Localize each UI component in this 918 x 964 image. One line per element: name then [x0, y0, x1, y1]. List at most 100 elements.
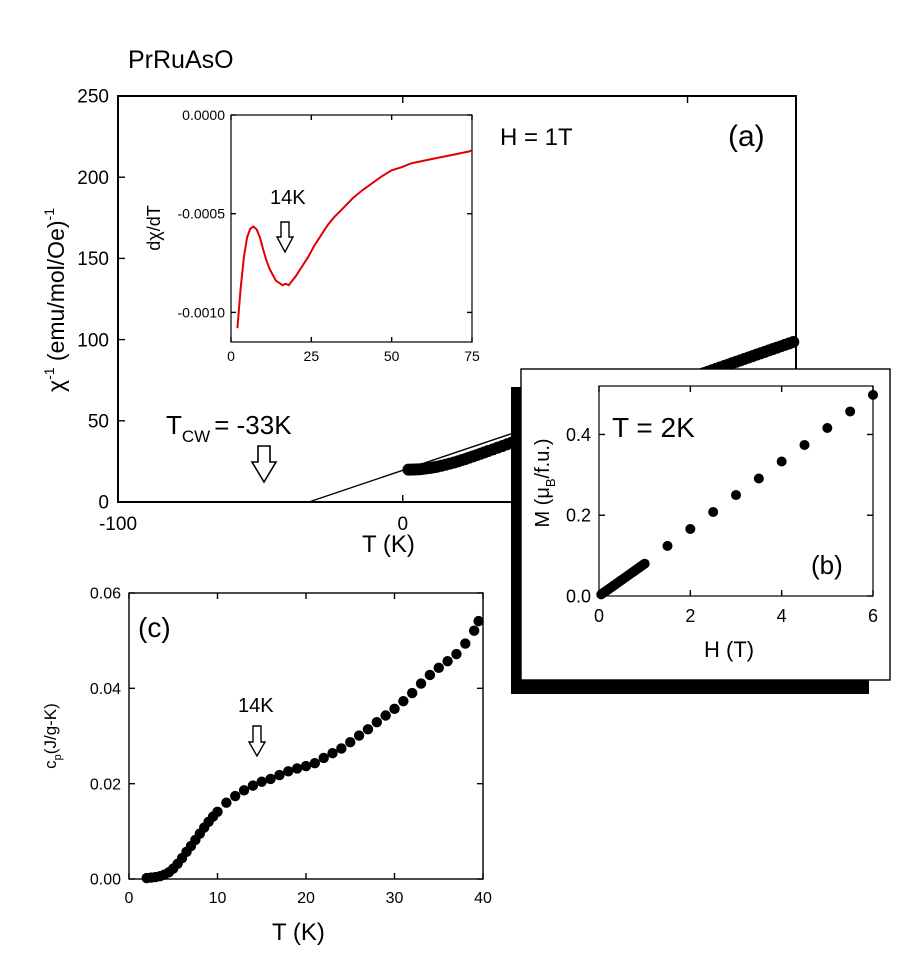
y-tick-label: 250 [77, 87, 109, 108]
data-point [424, 669, 436, 681]
data-point [685, 523, 696, 534]
panel-c-ylabel: cp(J/g-K) [41, 703, 64, 769]
data-point [371, 716, 382, 728]
x-tick-label: 40 [474, 890, 492, 907]
y-tick-label: 0.06 [90, 586, 121, 603]
data-point [230, 790, 241, 802]
data-point [327, 747, 338, 759]
data-point [473, 615, 484, 627]
data-point [868, 389, 878, 400]
panel-c-frame [128, 592, 484, 880]
data-point [318, 752, 329, 764]
x-tick-label: 30 [386, 890, 404, 907]
panel-a-xlabel: T (K) [362, 531, 415, 558]
x-tick-label: 4 [777, 606, 787, 626]
y-tick-label: 0 [98, 493, 109, 514]
panel-a-frame [117, 95, 797, 503]
svg-text:χ-1 (emu/mol/Oe)-1: χ-1 (emu/mol/Oe)-1 [41, 208, 69, 392]
y-tick-label: 0.2 [566, 506, 591, 526]
data-point [274, 769, 285, 781]
panel-c-ticks: 0 10 20 30 40 0.00 0.02 0.04 0.06 [90, 586, 492, 907]
x-tick-label: 50 [384, 348, 400, 364]
data-point [845, 406, 856, 417]
data-point [460, 638, 471, 649]
data-point [336, 743, 347, 754]
data-point [451, 648, 462, 660]
y-tick-label: 50 [88, 411, 109, 432]
data-point [283, 766, 294, 777]
data-point [753, 473, 764, 484]
deriv-line [236, 149, 473, 329]
panel-b: 0 2 4 6 0.0 0.2 0.4 H (T) M (μB/f.u.) T = 2K (… [511, 368, 891, 694]
y-tick-label: 0.00 [90, 872, 121, 889]
data-point [389, 703, 400, 715]
panel-b-ylabel: M (μB/f.u.) [532, 438, 558, 527]
data-point [291, 763, 303, 774]
data-point [300, 760, 312, 772]
panel-c-points [141, 615, 484, 884]
inset-line [236, 149, 473, 329]
panel-b-box [520, 368, 891, 681]
data-point [221, 797, 232, 808]
y-tick-label: 0.02 [90, 776, 121, 793]
data-point [247, 780, 259, 791]
data-point [468, 625, 480, 636]
panel-c-label: (c) [138, 612, 171, 643]
inset-ylabel: dχ/dT [144, 205, 164, 250]
data-point [799, 439, 810, 450]
x-tick-label: 6 [868, 606, 878, 626]
data-point [212, 806, 223, 817]
panel-b-frame [598, 385, 874, 597]
y-tick-label: 0.0000 [182, 107, 225, 123]
x-tick-label: -100 [99, 514, 137, 535]
data-point [256, 776, 267, 787]
inset-annotation: 14K [270, 187, 306, 209]
data-point [362, 724, 374, 735]
panel-c-arrow-icon [247, 725, 267, 758]
y-tick-label: 0.04 [90, 681, 121, 698]
data-point [353, 730, 365, 741]
x-tick-label: 10 [209, 890, 227, 907]
data-point [433, 662, 444, 674]
x-tick-label: 20 [297, 890, 315, 907]
field-label: H = 1T [500, 124, 573, 151]
panel-b-temperature: T = 2K [612, 412, 695, 443]
panel-a-inset: 0 25 50 75 -0.0010 -0.0005 0.0000 dχ/dT 14K [144, 107, 480, 364]
panel-a-ylabel: χ-1 (emu/mol/Oe)-1 [41, 208, 69, 392]
svg-text:cp(J/g-K): cp(J/g-K) [41, 703, 64, 769]
curie-weiss-arrow-icon [250, 445, 278, 484]
panel-b-label: (b) [811, 550, 843, 580]
y-tick-label: 0.4 [566, 425, 591, 445]
x-tick-label: 0 [397, 514, 408, 535]
data-point [787, 335, 800, 348]
data-point [776, 456, 787, 467]
data-point [442, 655, 453, 667]
data-point [708, 507, 719, 517]
x-tick-label: 0 [227, 348, 235, 364]
data-point [639, 558, 650, 569]
x-tick-label: 0 [594, 606, 604, 626]
y-tick-label: 200 [77, 168, 109, 189]
panel-b-points [596, 389, 878, 600]
data-point [407, 687, 418, 699]
x-tick-label: 0 [125, 890, 134, 907]
data-point [265, 773, 276, 785]
data-point [415, 678, 427, 689]
svg-text:M (μB/f.u.): M (μB/f.u.) [532, 438, 558, 527]
data-point [822, 423, 833, 433]
data-point [398, 696, 409, 707]
panel-b-xlabel: H (T) [704, 637, 754, 662]
svg-text:dχ/dT: dχ/dT [144, 205, 164, 250]
data-point [731, 490, 741, 501]
data-point [238, 785, 250, 796]
panel-c-annotation: 14K [238, 695, 274, 717]
panel-a-label: (a) [728, 120, 765, 153]
figure-title: PrRuAsO [128, 46, 234, 74]
data-point [380, 710, 391, 721]
panel-c: 0 10 20 30 40 0.00 0.02 0.04 0.06 T (K) cp(J/g-K… [41, 586, 492, 946]
y-tick-label: -0.0010 [178, 304, 226, 320]
data-point [345, 736, 356, 748]
inset-ticks: 0 25 50 75 -0.0010 -0.0005 0.0000 [178, 107, 480, 364]
y-tick-label: -0.0005 [178, 206, 226, 222]
